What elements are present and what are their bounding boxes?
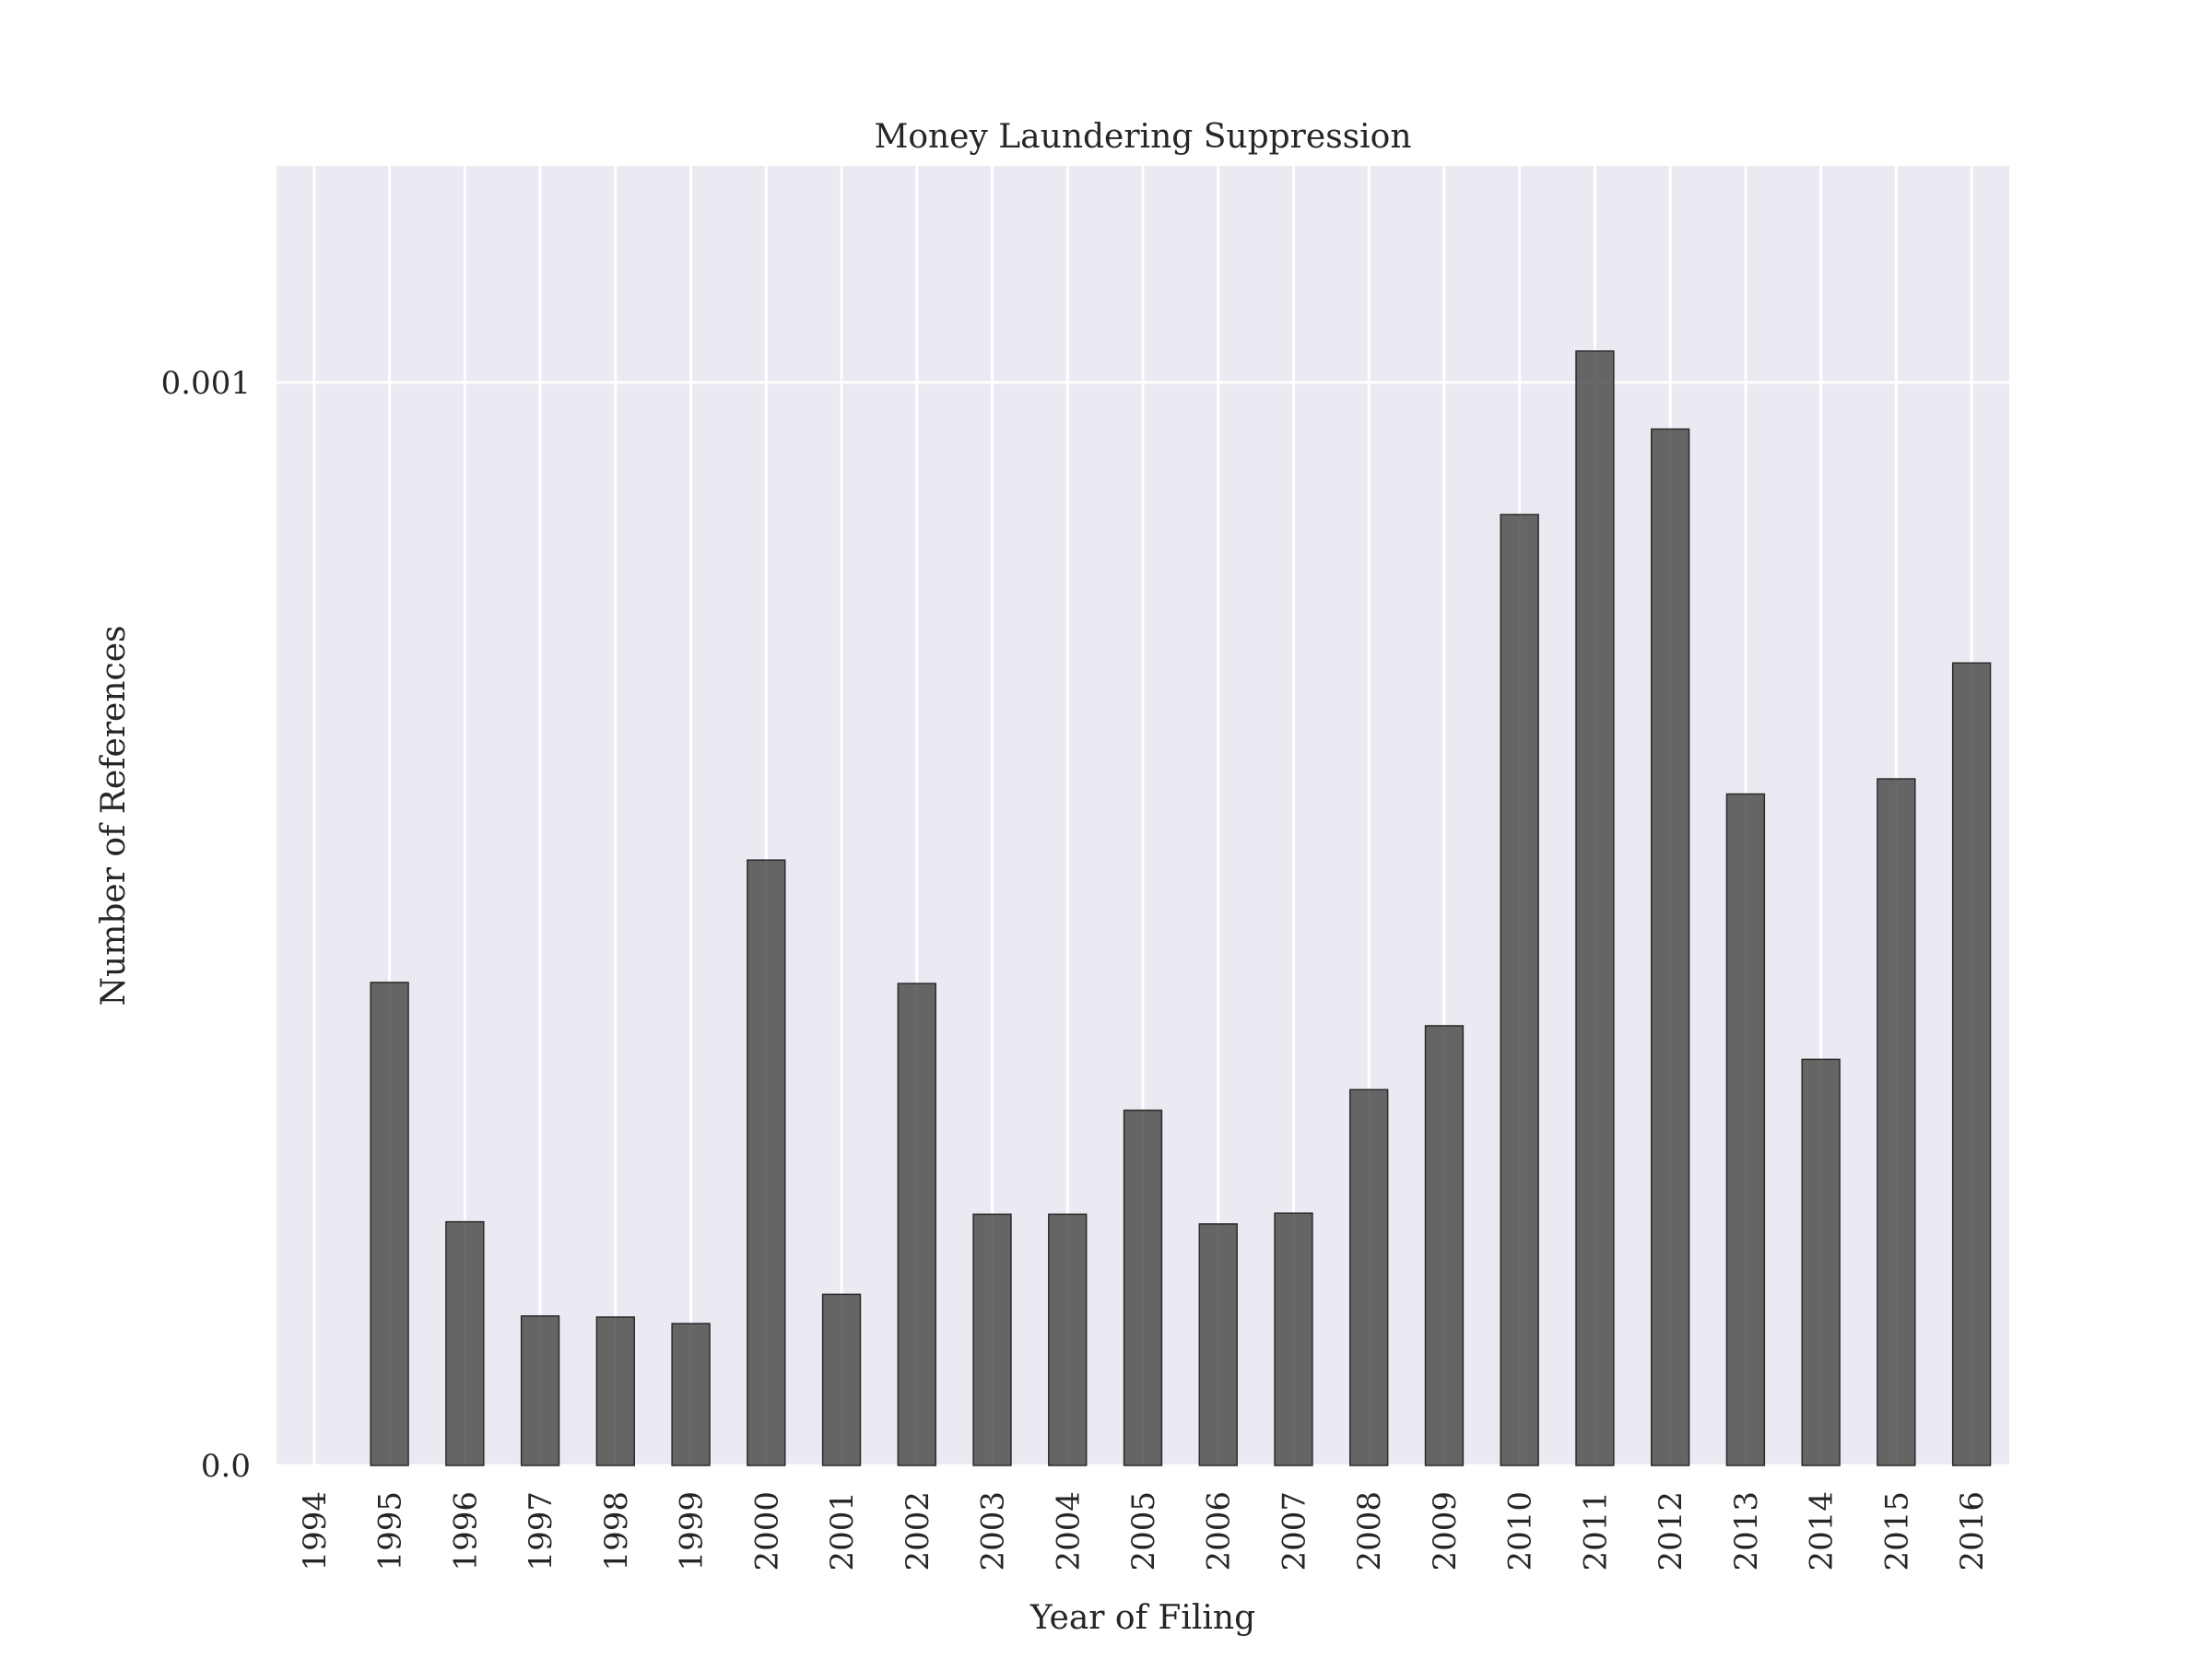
bars [370, 350, 1992, 1466]
x-tick-label: 2006 [1201, 1491, 1238, 1571]
x-tick-label: 2012 [1653, 1491, 1689, 1571]
bar-2003 [972, 1213, 1012, 1466]
x-tick-label: 1996 [447, 1491, 484, 1571]
y-tick-label: 0.001 [161, 365, 251, 402]
bar-2008 [1349, 1088, 1389, 1466]
bar-1996 [445, 1220, 485, 1466]
x-tick-label: 2014 [1804, 1491, 1841, 1571]
bar-2014 [1801, 1058, 1841, 1466]
x-tick-label: 2007 [1276, 1491, 1312, 1571]
x-tick-label: 2008 [1351, 1491, 1388, 1571]
x-tick-label: 2002 [900, 1491, 936, 1571]
x-tick-label: 2003 [975, 1491, 1012, 1571]
x-tick-label: 2015 [1878, 1491, 1915, 1571]
bar-2011 [1575, 350, 1615, 1466]
x-tick-label: 2009 [1427, 1491, 1464, 1571]
bar-2007 [1274, 1212, 1313, 1466]
x-tick-label: 1997 [523, 1491, 559, 1571]
x-tick-label: 2011 [1577, 1491, 1614, 1571]
bar-2016 [1951, 662, 1992, 1466]
x-axis-ticks: 1994 1995 1996 1997 1998 1999 2000 2001 2002 2003… [297, 1491, 1991, 1571]
bar-1999 [671, 1323, 711, 1466]
bar-2004 [1048, 1213, 1088, 1466]
bar-2005 [1123, 1109, 1163, 1466]
y-axis-label: Number of References [95, 626, 133, 1006]
y-axis-ticks: 0.0 0.001 [161, 365, 251, 1485]
x-tick-label: 2010 [1502, 1491, 1539, 1571]
x-tick-label: 2004 [1050, 1491, 1087, 1571]
x-axis-label: Year of Filing [1030, 1599, 1255, 1637]
chart-title: Money Laundering Suppression [874, 118, 1411, 156]
x-tick-label: 2013 [1728, 1491, 1765, 1571]
bar-1997 [520, 1315, 560, 1466]
bar-2010 [1500, 513, 1539, 1466]
bar-2000 [747, 859, 786, 1466]
bar-2006 [1198, 1223, 1238, 1466]
bar-2012 [1650, 428, 1690, 1466]
x-tick-label: 2005 [1125, 1491, 1162, 1571]
bar-2013 [1725, 793, 1766, 1466]
bar-2009 [1424, 1025, 1465, 1466]
x-tick-label: 2016 [1954, 1491, 1991, 1571]
x-tick-label: 2000 [748, 1491, 785, 1571]
x-tick-label: 1998 [598, 1491, 635, 1571]
bar-2001 [821, 1293, 862, 1466]
x-tick-label: 2001 [824, 1491, 861, 1571]
x-tick-label: 1999 [674, 1491, 711, 1571]
x-tick-label: 1994 [297, 1491, 334, 1571]
y-tick-label: 0.0 [201, 1448, 251, 1485]
bar-1998 [595, 1316, 636, 1466]
x-tick-label: 1995 [372, 1491, 409, 1571]
bar-2015 [1877, 778, 1916, 1466]
bar-1995 [370, 982, 409, 1466]
bar-2002 [897, 982, 936, 1466]
